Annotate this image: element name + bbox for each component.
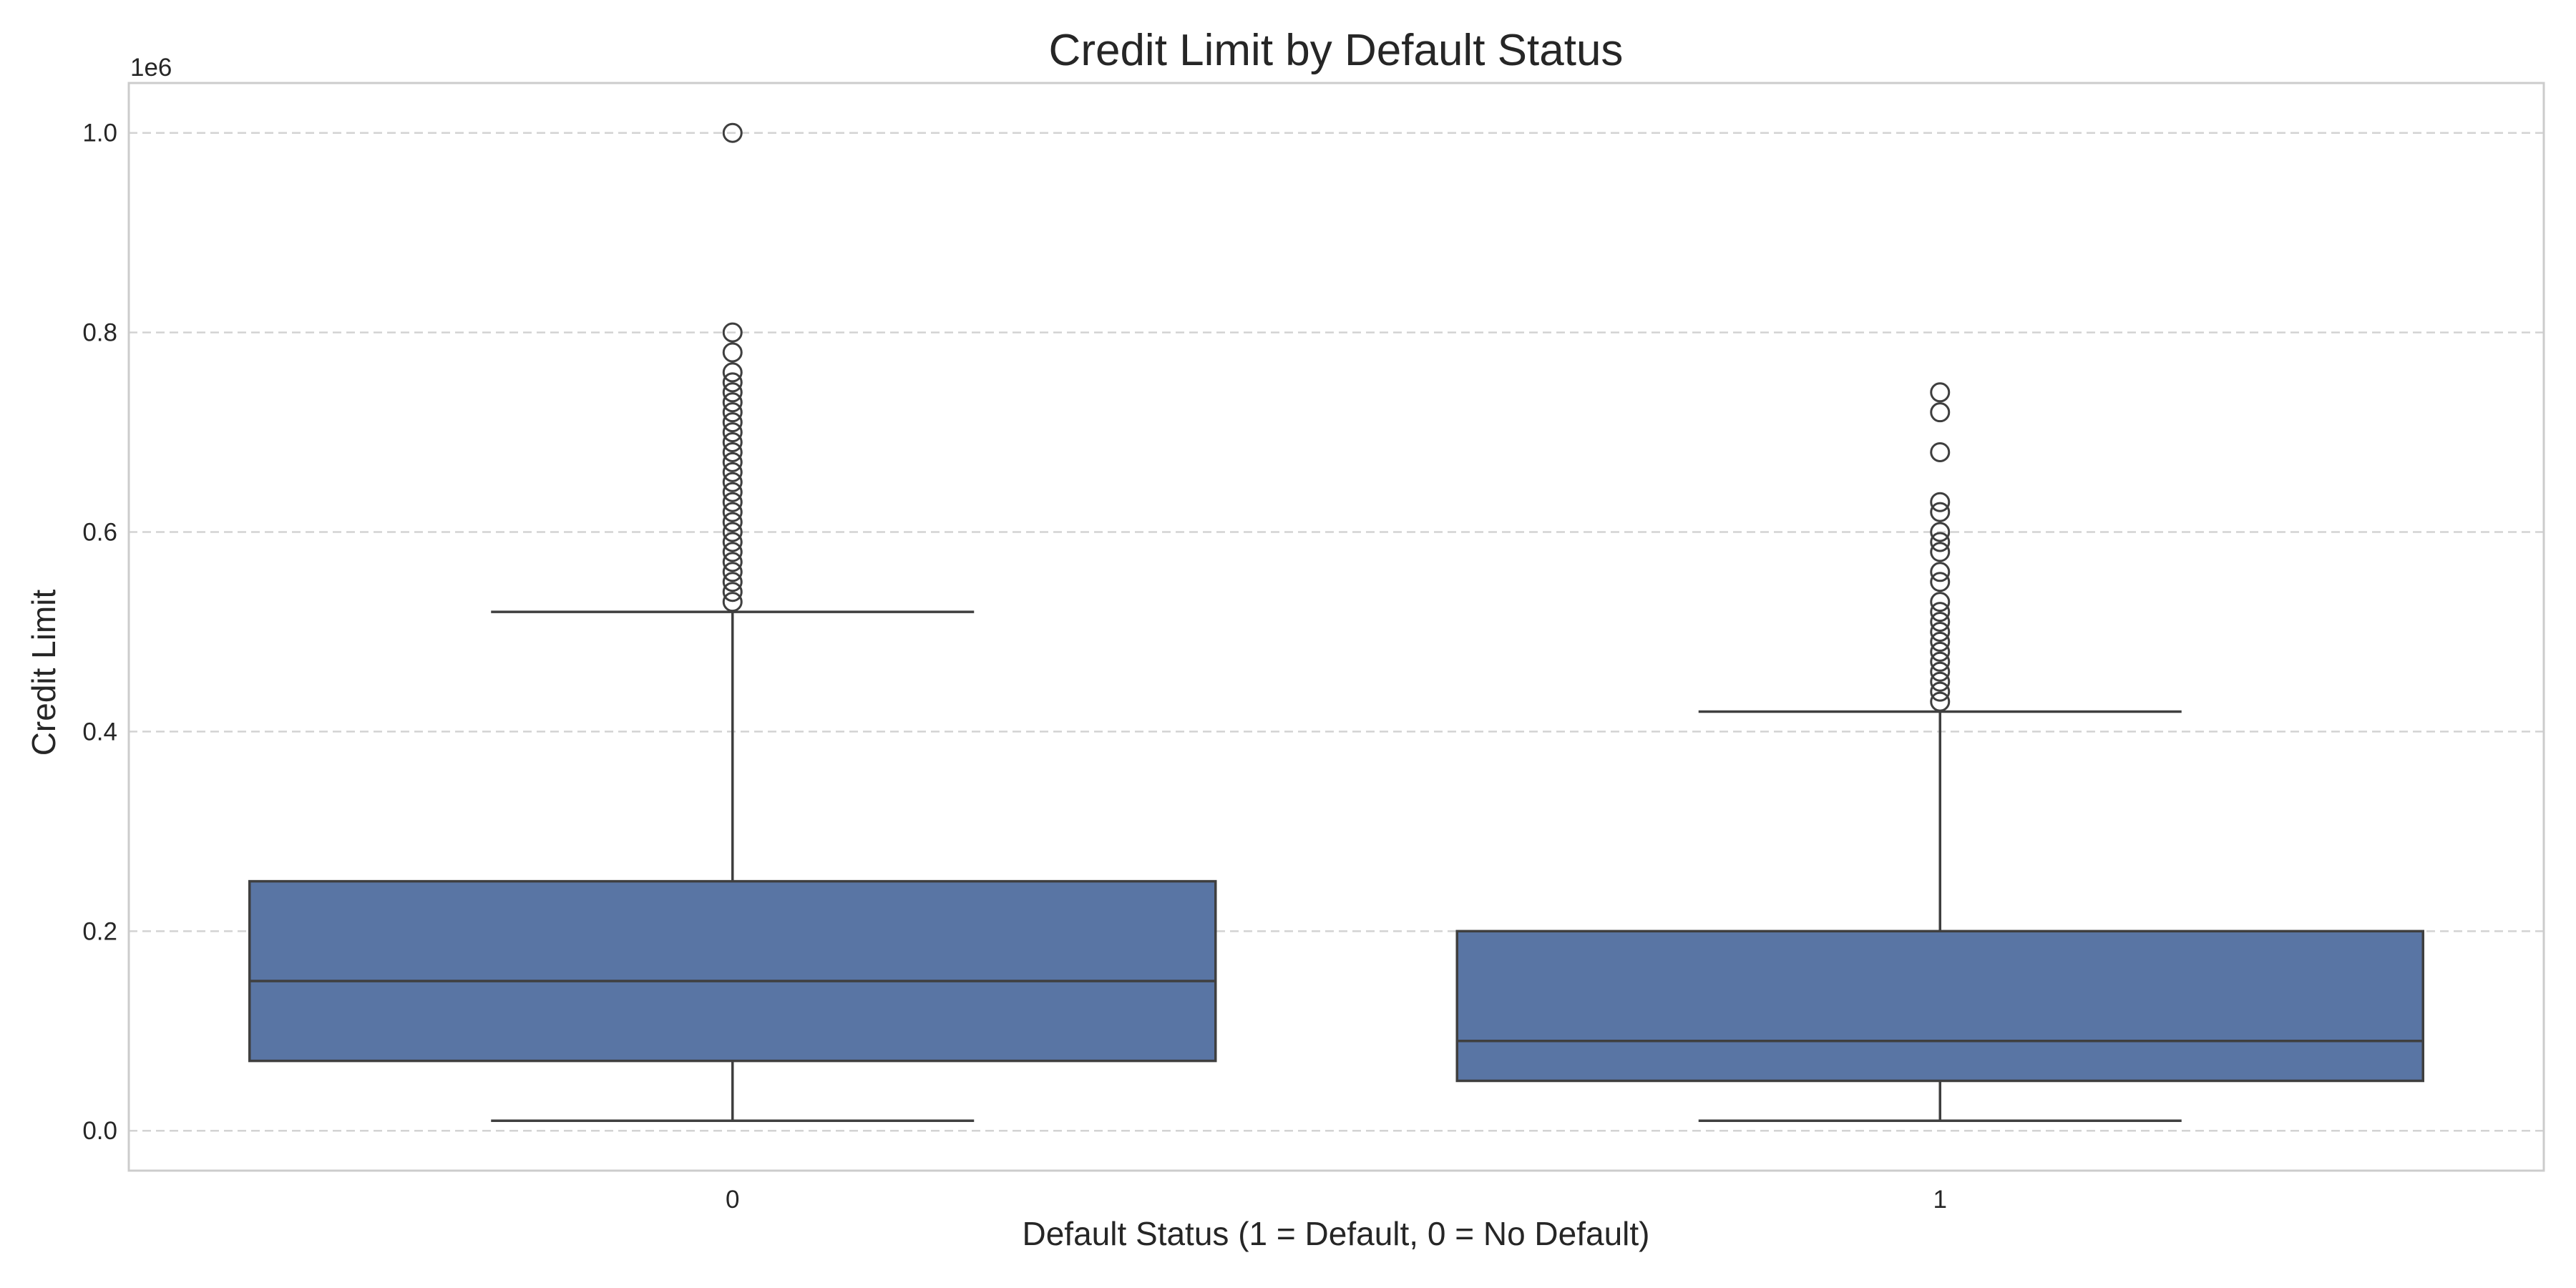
iqr-box <box>1455 930 2424 1083</box>
outlier-point <box>1930 592 1951 613</box>
outlier-point <box>722 582 743 602</box>
outlier-point <box>722 562 743 582</box>
x-tick-label: 0 <box>726 1186 739 1214</box>
outlier-point <box>1930 522 1951 542</box>
outlier-point <box>722 342 743 363</box>
outlier-point <box>1930 502 1951 522</box>
outlier-point <box>1930 382 1951 403</box>
outlier-point <box>1930 441 1951 462</box>
outlier-point <box>722 412 743 433</box>
x-tick-label: 1 <box>1933 1186 1947 1214</box>
outlier-point <box>722 522 743 542</box>
outlier-point <box>722 432 743 453</box>
outlier-point <box>722 322 743 343</box>
y-tick-label: 0.4 <box>82 718 117 746</box>
outlier-point <box>722 122 743 143</box>
outlier-point <box>722 572 743 592</box>
outlier-point <box>1930 631 1951 652</box>
outlier-point <box>1930 572 1951 592</box>
outlier-point <box>1930 661 1951 682</box>
outlier-point <box>722 392 743 413</box>
outlier-point <box>722 372 743 393</box>
outlier-point <box>1930 612 1951 633</box>
outlier-point <box>1930 562 1951 582</box>
y-tick-label: 0.2 <box>82 917 117 945</box>
chart-title: Credit Limit by Default Status <box>1049 26 1624 75</box>
outlier-point <box>722 552 743 572</box>
y-tick-label: 0.6 <box>82 519 117 547</box>
outlier-point <box>1930 542 1951 562</box>
outlier-point <box>722 462 743 482</box>
outlier-point <box>1930 691 1951 712</box>
outlier-point <box>722 512 743 532</box>
tick-labels: 0.0 0.2 0.4 0.6 0.8 1.0 0 1 <box>82 119 1947 1214</box>
y-tick-label: 0.0 <box>82 1117 117 1145</box>
iqr-box <box>248 879 1217 1063</box>
outlier-point <box>722 592 743 613</box>
plot-frame <box>127 82 2545 1172</box>
y-tick-label: 1.0 <box>82 119 117 147</box>
outlier-point <box>1930 402 1951 423</box>
boxes <box>248 122 2424 1123</box>
outlier-point <box>1930 532 1951 552</box>
outlier-point <box>722 441 743 462</box>
outlier-point <box>722 452 743 472</box>
box-group-0 <box>248 122 1217 1123</box>
outlier-point <box>1930 681 1951 702</box>
box-group-1 <box>1455 382 2424 1123</box>
outlier-point <box>722 402 743 423</box>
outlier-point <box>722 542 743 562</box>
outlier-point <box>722 422 743 443</box>
outlier-point <box>1930 671 1951 692</box>
outlier-point <box>1930 492 1951 512</box>
y-offset-label: 1e6 <box>130 54 172 82</box>
outlier-point <box>722 482 743 502</box>
outlier-point <box>1930 651 1951 672</box>
outlier-point <box>722 472 743 492</box>
outlier-point <box>1930 641 1951 662</box>
y-axis-label: Credit Limit <box>25 589 62 756</box>
outlier-point <box>722 492 743 512</box>
outlier-point <box>722 532 743 552</box>
outlier-point <box>722 382 743 403</box>
outlier-point <box>722 502 743 522</box>
outlier-point <box>1930 621 1951 642</box>
outlier-point <box>722 362 743 383</box>
x-axis-label: Default Status (1 = Default, 0 = No Defa… <box>1022 1215 1649 1252</box>
y-tick-label: 0.8 <box>82 319 117 347</box>
outlier-point <box>1930 602 1951 623</box>
